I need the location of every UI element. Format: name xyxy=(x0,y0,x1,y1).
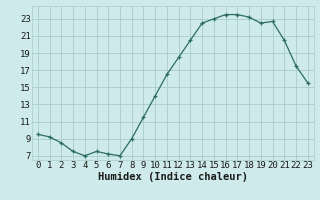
X-axis label: Humidex (Indice chaleur): Humidex (Indice chaleur) xyxy=(98,172,248,182)
